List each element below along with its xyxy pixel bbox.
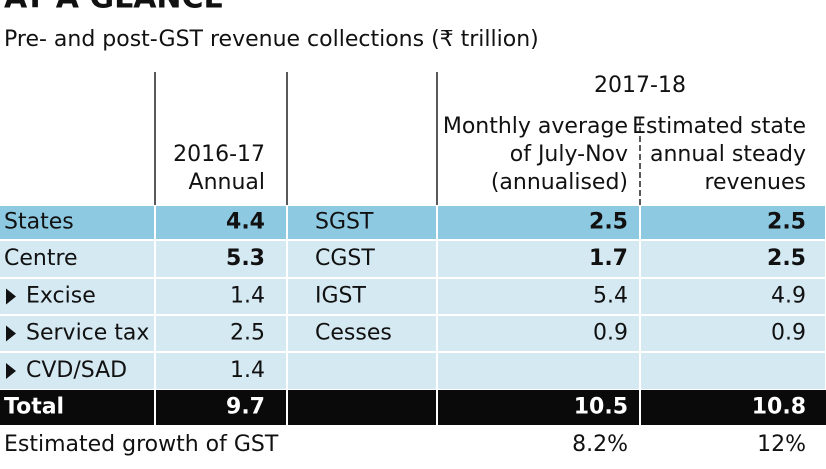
total-text: 10.5: [574, 395, 628, 420]
cell-text: 0.9: [771, 321, 806, 346]
cell-text: 4.4: [226, 210, 265, 235]
cell-text: IGST: [315, 284, 367, 309]
column-header: 2016-17: [173, 142, 265, 167]
subtitle: Pre- and post-GST revenue collections (₹…: [4, 27, 539, 52]
cell-bg: [156, 206, 286, 239]
bullet-arrow: [6, 363, 16, 379]
cell-bg: [288, 241, 436, 277]
cell-bg: [156, 279, 286, 314]
cell-bg: [156, 353, 286, 389]
column-header: Annual: [189, 170, 265, 195]
cell-text: CGST: [315, 246, 375, 271]
cell-bg: [438, 241, 639, 277]
cell-bg: [438, 316, 639, 351]
cell-text: 5.4: [593, 284, 628, 309]
cell-bg: [0, 241, 154, 277]
cell-text: Service tax: [26, 321, 149, 346]
cell-bg: [641, 353, 825, 389]
total-text: 9.7: [226, 395, 265, 420]
cell-text: 4.9: [771, 284, 806, 309]
growth-text: Estimated growth of GST: [4, 432, 279, 457]
cell-bg: [438, 206, 639, 239]
cell-bg: [288, 353, 436, 389]
total-text: Total: [4, 395, 64, 420]
cell-bg: [0, 279, 154, 314]
column-header: revenues: [704, 170, 806, 195]
cell-bg: [641, 279, 825, 314]
cell-text: 5.3: [226, 246, 265, 271]
cell-text: 1.7: [589, 246, 628, 271]
cell-text: Centre: [4, 246, 78, 271]
cell-bg: [0, 316, 154, 351]
growth-text: 8.2%: [572, 432, 628, 457]
cell-bg: [0, 206, 154, 239]
total-text: 10.8: [752, 395, 806, 420]
cell-text: Excise: [26, 284, 96, 309]
cell-text: Cesses: [315, 321, 392, 346]
column-header: annual steady: [650, 142, 806, 167]
total-bg: [0, 390, 826, 425]
bullet-arrow: [6, 325, 16, 342]
cell-bg: [438, 353, 639, 389]
column-header: Monthly average: [443, 114, 628, 139]
cell-bg: [288, 206, 436, 239]
column-header: Estimated state: [632, 114, 806, 139]
cell-bg: [641, 241, 825, 277]
cell-bg: [288, 316, 436, 351]
cell-bg: [641, 206, 825, 239]
cell-text: 1.4: [230, 358, 265, 383]
cell-text: 0.9: [593, 321, 628, 346]
cell-text: CVD/SAD: [26, 358, 127, 383]
column-header: (annualised): [491, 170, 628, 195]
title: AT A GLANCE: [4, 0, 224, 16]
cell-bg: [156, 241, 286, 277]
cell-text: 2.5: [767, 246, 806, 271]
column-header: of July-Nov: [510, 142, 628, 167]
cell-text: 1.4: [230, 284, 265, 309]
cell-text: States: [4, 210, 74, 235]
cell-bg: [288, 279, 436, 314]
cell-text: SGST: [315, 210, 374, 235]
cell-text: 2.5: [589, 210, 628, 235]
cell-text: 2.5: [767, 210, 806, 235]
cell-text: 2.5: [230, 321, 265, 346]
growth-text: 12%: [757, 432, 806, 457]
cell-bg: [0, 353, 154, 389]
bullet-arrow: [6, 288, 16, 305]
cell-bg: [641, 316, 825, 351]
cell-bg: [156, 316, 286, 351]
cell-bg: [438, 279, 639, 314]
group-header: 2017-18: [594, 73, 686, 98]
